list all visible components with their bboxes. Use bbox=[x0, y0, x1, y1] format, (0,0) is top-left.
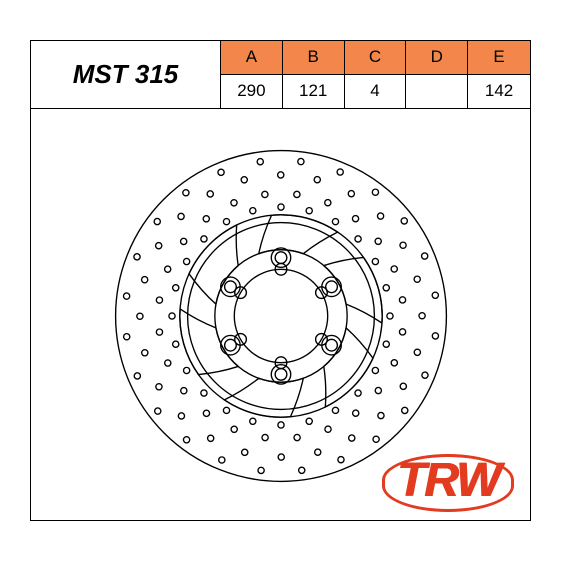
header-row: MST 315 ABCDE 2901214 142 bbox=[31, 41, 530, 109]
spec-col-value: 121 bbox=[283, 75, 345, 109]
brake-disc-diagram bbox=[101, 136, 461, 496]
spec-col-header: E bbox=[468, 41, 530, 75]
spec-col-header: B bbox=[283, 41, 345, 75]
spec-col-value: 4 bbox=[345, 75, 407, 109]
spec-page: MST 315 ABCDE 2901214 142 TRW bbox=[30, 40, 531, 521]
spec-table: ABCDE 2901214 142 bbox=[221, 41, 530, 108]
product-code: MST 315 bbox=[31, 41, 221, 108]
spec-col-header: C bbox=[345, 41, 407, 75]
drawing-area: TRW bbox=[31, 109, 530, 522]
spec-col-header: A bbox=[221, 41, 283, 75]
spec-col-value: 142 bbox=[468, 75, 530, 109]
brand-logo: TRW bbox=[382, 454, 514, 512]
spec-col-header: D bbox=[406, 41, 468, 75]
spec-col-value bbox=[406, 75, 468, 109]
spec-col-value: 290 bbox=[221, 75, 283, 109]
